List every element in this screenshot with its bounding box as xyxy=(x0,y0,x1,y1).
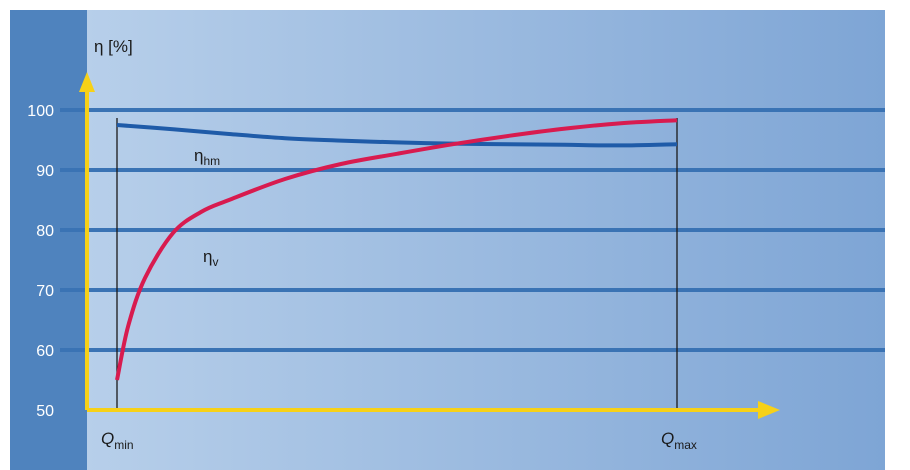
series-label-main: η xyxy=(194,146,203,165)
grid-lines xyxy=(60,108,885,352)
x-axis-arrow xyxy=(758,401,780,419)
y-tick-labels: 50 60 70 80 90 100 xyxy=(27,103,54,420)
y-axis-arrow xyxy=(79,72,95,92)
y-tick-label: 80 xyxy=(36,223,54,240)
y-tick-label: 60 xyxy=(36,343,54,360)
series-label-sub: v xyxy=(212,255,218,269)
axes xyxy=(79,72,780,419)
series-line-0 xyxy=(116,123,678,148)
series-line-1 xyxy=(115,118,678,381)
y-tick-label: 70 xyxy=(36,283,54,300)
x-marker-main: Q xyxy=(661,429,674,448)
series-label-sub: hm xyxy=(203,154,220,168)
y-axis-label: η [%] xyxy=(94,37,133,56)
plot-background xyxy=(87,10,885,470)
y-tick-label: 100 xyxy=(27,103,54,120)
x-marker-sub: max xyxy=(674,438,697,452)
x-marker-label: Qmin xyxy=(101,429,134,452)
x-marker-sub: min xyxy=(114,438,133,452)
x-marker-main: Q xyxy=(101,429,114,448)
x-marker-label: Qmax xyxy=(661,429,697,452)
y-tick-label: 50 xyxy=(36,403,54,420)
x-markers: Qmin Qmax xyxy=(101,118,697,452)
series-label: ηv xyxy=(203,247,218,269)
left-axis-panel xyxy=(10,10,87,470)
y-tick-label: 90 xyxy=(36,163,54,180)
series-label: ηhm xyxy=(194,146,220,168)
series-label-main: η xyxy=(203,247,212,266)
